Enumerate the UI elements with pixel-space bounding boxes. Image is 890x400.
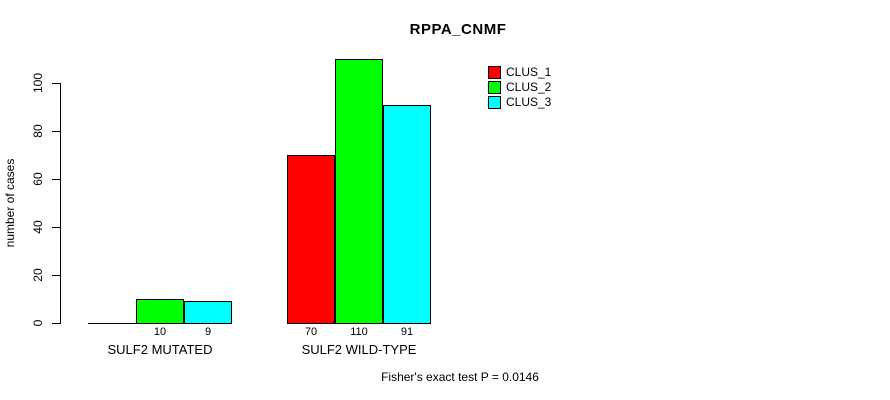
- legend-label: CLUS_3: [506, 95, 552, 109]
- chart-title: RPPA_CNMF: [409, 21, 507, 38]
- y-axis-tick-label: 80: [31, 124, 45, 138]
- category-label-sulf2-wild-type: SULF2 WILD-TYPE: [301, 342, 417, 357]
- legend-item-clus-2: CLUS_2: [488, 81, 551, 94]
- legend-label: CLUS_2: [506, 80, 552, 94]
- y-axis-tick: [52, 227, 60, 228]
- y-axis-tick: [52, 275, 60, 276]
- bar-value-label: 91: [400, 326, 414, 338]
- legend-swatch-icon: [488, 81, 501, 94]
- bar-value-label: 9: [204, 326, 212, 338]
- bar-clus-1-sulf2-wild-type: [287, 155, 335, 324]
- bar-clus-1-sulf2-mutated: [88, 323, 136, 324]
- bar-value-label: 70: [304, 326, 318, 338]
- legend: CLUS_1 CLUS_2 CLUS_3: [488, 66, 551, 111]
- bar-clus-3-sulf2-wild-type: [383, 105, 431, 324]
- y-axis-tick-label: 20: [31, 268, 45, 282]
- legend-item-clus-3: CLUS_3: [488, 96, 551, 109]
- bar-clus-3-sulf2-mutated: [184, 301, 232, 324]
- bar-value-label: 110: [350, 326, 368, 338]
- annotation-fishers-test: Fisher's exact test P = 0.0146: [381, 370, 539, 384]
- y-axis-tick: [52, 83, 60, 84]
- y-axis-line: [60, 83, 61, 324]
- legend-item-clus-1: CLUS_1: [488, 66, 551, 79]
- y-axis-tick: [52, 323, 60, 324]
- y-axis-tick-label: 100: [31, 72, 45, 94]
- y-axis-tick: [52, 179, 60, 180]
- y-axis-tick-label: 40: [31, 220, 45, 234]
- bar-clus-2-sulf2-wild-type: [335, 59, 383, 324]
- category-label-sulf2-mutated: SULF2 MUTATED: [107, 342, 213, 357]
- y-axis-tick-label: 60: [31, 172, 45, 186]
- legend-swatch-icon: [488, 66, 501, 79]
- y-axis-tick-label: 0: [31, 319, 45, 327]
- y-axis-tick: [52, 131, 60, 132]
- legend-label: CLUS_1: [506, 65, 552, 79]
- bar-value-label: 10: [153, 326, 167, 338]
- legend-swatch-icon: [488, 96, 501, 109]
- y-axis-label: number of cases: [3, 158, 17, 248]
- bar-clus-2-sulf2-mutated: [136, 299, 184, 324]
